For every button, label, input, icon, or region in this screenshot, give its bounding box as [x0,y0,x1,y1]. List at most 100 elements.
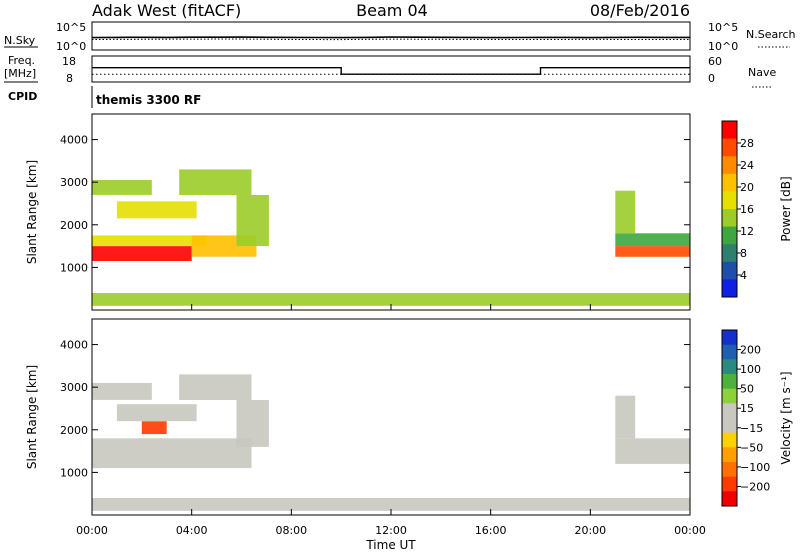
xtick-label-6: 00:00 [674,524,706,537]
power-colorbar-cell-0 [722,121,737,140]
velocity-ytick-label-2: 2000 [60,424,88,437]
power-y-label: Slant Range [km] [25,160,39,264]
velocity-colorbar-cell-8 [722,447,737,463]
velocity-colorbar-cell-11 [722,491,737,507]
power-colorbar-tick-label-5: 8 [740,247,747,260]
power-band-6 [236,195,269,247]
freq-label-2: [MHz] [4,67,36,80]
noise-series-lines [91,36,690,41]
freq-tick-bottom: 8 [66,72,73,85]
power-colorbar-cell-1 [722,138,737,157]
velocity-colorbar-tick-label-4: −15 [740,422,763,435]
power-colorbar-cell-5 [722,209,737,228]
velocity-band-6 [615,438,691,464]
xtick-label-2: 08:00 [275,524,307,537]
power-ytick-label-3: 1000 [60,261,88,274]
velocity-colorbar-ticks: 200 100 50 15 −15 −50 −100 −200 [737,344,770,493]
velocity-colorbar-cell-2 [722,359,737,375]
station-title: Adak West (fitACF) [92,1,241,20]
velocity-band-5 [236,400,269,447]
power-band-8 [615,233,691,247]
power-band-5 [179,169,252,195]
noise-panel-frame [91,21,691,51]
power-colorbar-tick-label-0: 28 [740,137,754,150]
velocity-band-1 [92,382,152,400]
power-band-9 [615,190,636,234]
power-band-3 [92,180,152,195]
beam-title: Beam 04 [356,1,428,20]
x-axis-ticks: 00:00 04:00 08:00 12:00 16:00 20:00 00:00 [76,304,706,537]
xtick-label-5: 20:00 [574,524,606,537]
power-band-7 [615,246,691,257]
velocity-ytick-label-0: 4000 [60,339,88,352]
date-title: 08/Feb/2016 [590,1,690,20]
power-y-ticks: 4000 3000 2000 1000 [60,134,690,274]
velocity-band-7 [615,395,636,439]
nsky-label: N.Sky [4,34,36,47]
velocity-band-3 [141,421,167,435]
velocity-ytick-label-3: 1000 [60,466,88,479]
nave-label: Nave [748,66,776,79]
xtick-label-1: 04:00 [176,524,208,537]
velocity-colorbar-cell-0 [722,330,737,346]
velocity-y-ticks: 4000 3000 2000 1000 [60,339,690,479]
noise-series-nsky [91,36,690,39]
velocity-colorbar-label: Velocity [m s⁻¹] [779,371,793,464]
power-colorbar-label: Power [dB] [779,176,793,241]
power-colorbar-tick-label-2: 20 [740,181,754,194]
velocity-colorbar-cell-6 [722,418,737,434]
velocity-colorbar-tick-label-7: −200 [740,480,770,493]
noise-tick-left-top: 10^5 [56,21,86,34]
power-band-10 [92,293,690,306]
power-colorbar-tick-label-4: 12 [740,225,754,238]
xtick-label-3: 12:00 [375,524,407,537]
velocity-colorbar-cell-4 [722,388,737,404]
velocity-panel: 4000 3000 2000 1000 Slant Range [km] [25,318,691,516]
xtick-label-0: 00:00 [76,524,108,537]
velocity-colorbar-cell-5 [722,403,737,419]
velocity-band-4 [179,374,252,400]
noise-tick-left-bottom: 10^0 [56,40,86,53]
velocity-colorbar-frame [721,329,738,507]
power-band-0 [92,246,192,261]
nave-tick-top: 60 [708,55,722,68]
velocity-colorbar-cell-1 [722,344,737,360]
noise-series-nsearch [91,38,690,41]
power-colorbar: 28 24 20 16 12 8 4 Power [dB] [721,120,793,298]
nave-tick-bottom: 0 [708,72,715,85]
velocity-colorbar-tick-label-0: 200 [740,344,761,357]
velocity-colorbar-cell-7 [722,432,737,448]
cpid-label: CPID [8,90,37,103]
power-ytick-label-1: 3000 [60,176,88,189]
velocity-colorbar-tick-label-2: 50 [740,383,754,396]
power-band-1 [92,235,207,247]
power-ytick-label-2: 2000 [60,219,88,232]
power-band-4 [116,201,197,219]
xtick-label-4: 16:00 [475,524,507,537]
power-colorbar-ticks: 28 24 20 16 12 8 4 [737,137,754,282]
freq-panel: Freq. [MHz] 18 8 60 0 Nave [4,54,776,88]
velocity-band-8 [92,498,690,511]
noise-panel: N.Sky 10^5 10^0 10^5 10^0 N.Search [4,21,796,53]
velocity-colorbar-tick-label-3: 15 [740,402,754,415]
power-colorbar-cell-3 [722,173,737,192]
velocity-y-label: Slant Range [km] [25,365,39,469]
power-colorbar-tick-label-6: 4 [740,269,747,282]
velocity-colorbar-tick-label-5: −50 [740,441,763,454]
velocity-band-0 [92,438,252,469]
nsearch-label: N.Search [746,28,796,41]
power-heatmap [92,169,691,306]
power-colorbar-cell-9 [722,279,737,298]
velocity-colorbar-cell-9 [722,462,737,478]
power-colorbar-cell-4 [722,191,737,210]
power-colorbar-cell-6 [722,226,737,245]
power-colorbar-tick-label-1: 24 [740,159,754,172]
freq-tick-top: 18 [62,55,76,68]
power-ytick-label-0: 4000 [60,134,88,147]
power-colorbar-cell-2 [722,156,737,175]
noise-tick-right-top: 10^5 [708,21,738,34]
noise-tick-right-bottom: 10^0 [708,40,738,53]
power-colorbar-tick-label-3: 16 [740,203,754,216]
velocity-colorbar-tick-label-6: −100 [740,461,770,474]
